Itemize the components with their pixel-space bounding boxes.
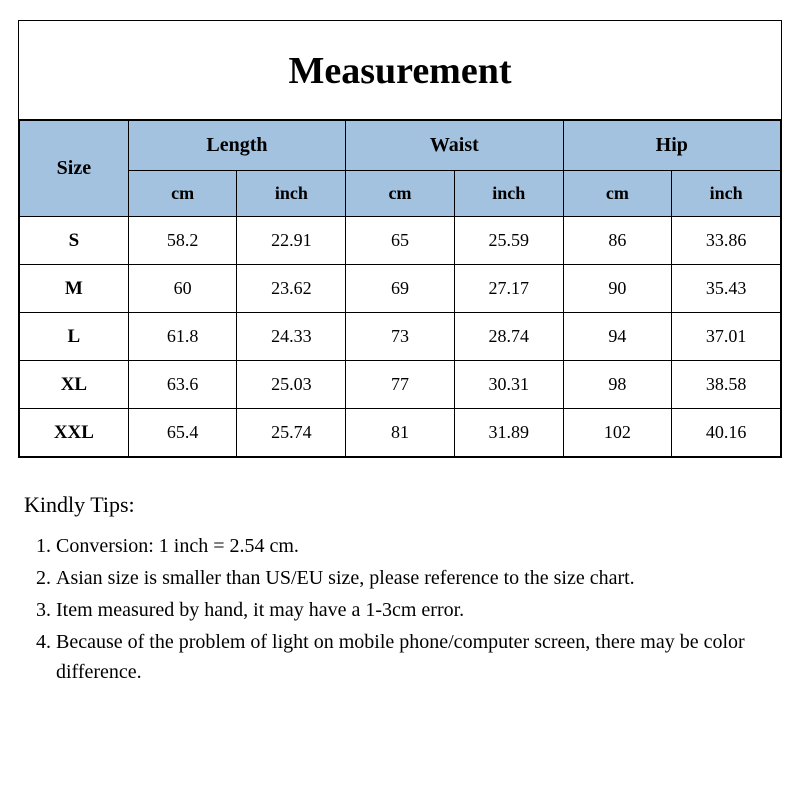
header-size: Size [20, 121, 129, 217]
tips-item: Asian size is smaller than US/EU size, p… [56, 563, 776, 593]
cell: 65.4 [128, 409, 237, 457]
cell: 25.74 [237, 409, 346, 457]
header-waist-cm: cm [346, 171, 455, 217]
cell: 38.58 [672, 361, 781, 409]
header-waist-inch: inch [454, 171, 563, 217]
cell: 94 [563, 313, 672, 361]
cell: 86 [563, 217, 672, 265]
cell: 98 [563, 361, 672, 409]
header-hip: Hip [563, 121, 780, 171]
cell: 63.6 [128, 361, 237, 409]
cell: 58.2 [128, 217, 237, 265]
tips-item: Because of the problem of light on mobil… [56, 627, 776, 687]
size-label: XXL [20, 409, 129, 457]
header-waist: Waist [346, 121, 563, 171]
table-row: XL 63.6 25.03 77 30.31 98 38.58 [20, 361, 781, 409]
cell: 25.03 [237, 361, 346, 409]
cell: 81 [346, 409, 455, 457]
table-row: L 61.8 24.33 73 28.74 94 37.01 [20, 313, 781, 361]
cell: 65 [346, 217, 455, 265]
tips-heading: Kindly Tips: [24, 488, 776, 521]
cell: 40.16 [672, 409, 781, 457]
size-label: S [20, 217, 129, 265]
cell: 37.01 [672, 313, 781, 361]
cell: 30.31 [454, 361, 563, 409]
tips-list: Conversion: 1 inch = 2.54 cm. Asian size… [24, 531, 776, 687]
cell: 90 [563, 265, 672, 313]
table-row: XXL 65.4 25.74 81 31.89 102 40.16 [20, 409, 781, 457]
header-hip-inch: inch [672, 171, 781, 217]
tips-item: Item measured by hand, it may have a 1-3… [56, 595, 776, 625]
cell: 102 [563, 409, 672, 457]
header-hip-cm: cm [563, 171, 672, 217]
size-label: L [20, 313, 129, 361]
cell: 27.17 [454, 265, 563, 313]
measurement-chart: Measurement Size Length Waist Hip cm inc… [18, 20, 782, 458]
cell: 69 [346, 265, 455, 313]
size-label: XL [20, 361, 129, 409]
cell: 61.8 [128, 313, 237, 361]
cell: 28.74 [454, 313, 563, 361]
table-row: S 58.2 22.91 65 25.59 86 33.86 [20, 217, 781, 265]
chart-title: Measurement [19, 21, 781, 120]
cell: 24.33 [237, 313, 346, 361]
cell: 25.59 [454, 217, 563, 265]
header-length: Length [128, 121, 345, 171]
table-row: M 60 23.62 69 27.17 90 35.43 [20, 265, 781, 313]
size-table-body: S 58.2 22.91 65 25.59 86 33.86 M 60 23.6… [20, 217, 781, 457]
cell: 31.89 [454, 409, 563, 457]
cell: 73 [346, 313, 455, 361]
tips-section: Kindly Tips: Conversion: 1 inch = 2.54 c… [18, 488, 782, 687]
cell: 35.43 [672, 265, 781, 313]
size-table: Size Length Waist Hip cm inch cm inch cm… [19, 120, 781, 457]
cell: 77 [346, 361, 455, 409]
header-length-cm: cm [128, 171, 237, 217]
tips-item: Conversion: 1 inch = 2.54 cm. [56, 531, 776, 561]
size-label: M [20, 265, 129, 313]
cell: 33.86 [672, 217, 781, 265]
cell: 60 [128, 265, 237, 313]
header-length-inch: inch [237, 171, 346, 217]
cell: 22.91 [237, 217, 346, 265]
cell: 23.62 [237, 265, 346, 313]
